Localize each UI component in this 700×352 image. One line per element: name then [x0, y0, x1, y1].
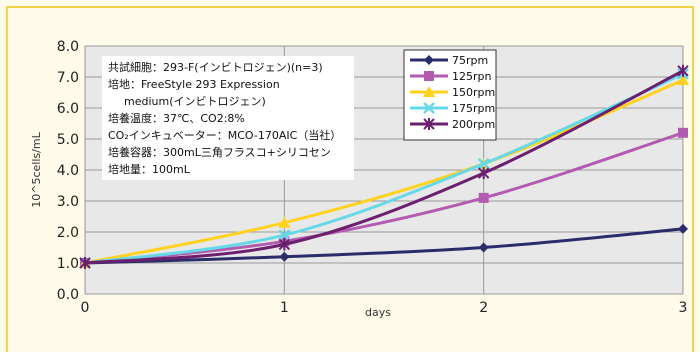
annotation-line: 培養温度：37℃、CO2:8%	[108, 111, 245, 125]
series-200rpm	[79, 64, 689, 269]
legend-item: 75rpm	[410, 54, 488, 67]
x-tick-label: 2	[479, 300, 488, 316]
y-axis-title: 10^5cells/mL	[30, 131, 43, 207]
legend-item: 125rpn	[410, 70, 492, 83]
y-tick-label: 5.0	[57, 132, 79, 148]
point-marker	[423, 102, 435, 114]
legend-item: 150rpm	[410, 86, 495, 99]
point-marker	[423, 118, 435, 130]
y-tick-label: 6.0	[57, 101, 79, 117]
point-marker	[278, 216, 291, 228]
y-tick-label: 4.0	[57, 163, 79, 179]
point-marker	[678, 223, 688, 234]
annotation-text: 共試細胞：293-F(インビトロジェン)(n=3) 培地：FreeStyle 29…	[108, 60, 341, 176]
x-tick-label: 1	[280, 300, 289, 316]
point-marker	[477, 157, 490, 170]
annotation-line: CO₂インキュベーター：MCO-170AIC（当社）	[108, 128, 341, 142]
annotation-line: 培地：FreeStyle 293 Expression	[108, 77, 280, 91]
point-marker	[677, 64, 689, 77]
annotation-line: medium(インビトロジェン)	[124, 95, 266, 108]
point-marker	[478, 242, 489, 253]
legend-label: 75rpm	[452, 54, 488, 67]
series-line	[84, 72, 684, 265]
annotation-box	[102, 56, 354, 180]
legend-label: 125rpn	[452, 70, 492, 83]
point-marker	[279, 251, 290, 262]
legend-label: 150rpm	[452, 86, 495, 99]
series-line	[84, 69, 684, 265]
annotation-line: 培養容器：300mL三角フラスコ+シリコセン	[108, 145, 331, 159]
point-marker	[477, 167, 490, 180]
annotation-line: 培地量：100mL	[108, 162, 191, 176]
y-tick-label: 8.0	[57, 39, 79, 55]
point-marker	[677, 74, 689, 86]
legend-label: 200rpm	[452, 118, 495, 131]
point-marker	[478, 192, 489, 203]
point-marker	[79, 257, 91, 269]
point-marker	[423, 86, 435, 97]
y-tick-labels: 0.0 1.0 2.0 3.0 4.0 5.0 6.0 7.0 8.0	[57, 39, 79, 303]
marker-stroke	[477, 157, 490, 170]
point-marker	[678, 127, 688, 138]
legend-item: 200rpm	[410, 118, 495, 131]
y-tick-label: 3.0	[57, 194, 79, 210]
y-tick-label: 7.0	[57, 70, 79, 86]
marker-stroke	[278, 229, 291, 241]
y-tick-label: 1.0	[57, 256, 79, 272]
legend-label: 175rpm	[452, 102, 495, 115]
x-tick-labels: 0 1 2 3	[81, 300, 688, 316]
point-marker	[424, 71, 434, 81]
point-marker	[278, 229, 291, 241]
series-line	[84, 227, 684, 265]
series-lines	[79, 64, 689, 269]
point-marker	[424, 55, 434, 65]
point-marker	[278, 238, 291, 251]
x-tick-label: 0	[81, 300, 90, 316]
y-tick-label: 2.0	[57, 225, 79, 241]
x-axis-title: days	[365, 306, 391, 319]
legend: 75rpm 125rpn 150rpm 175rpm 200rpm	[410, 54, 495, 131]
y-tick-label: 0.0	[57, 287, 79, 303]
marker-stroke	[423, 102, 435, 114]
legend-item: 175rpm	[410, 102, 495, 115]
x-tick-label: 3	[679, 300, 688, 316]
annotation-line: 共試細胞：293-F(インビトロジェン)(n=3)	[108, 60, 323, 74]
